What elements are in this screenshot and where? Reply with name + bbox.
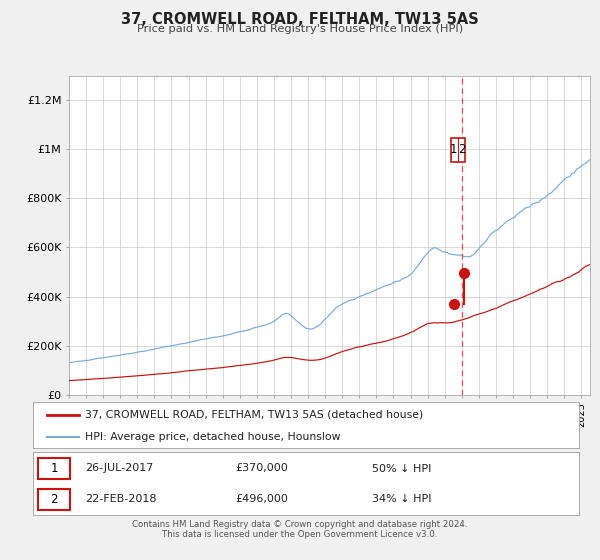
Text: 26-JUL-2017: 26-JUL-2017 [85, 464, 153, 473]
Text: 1: 1 [50, 462, 58, 475]
Text: HPI: Average price, detached house, Hounslow: HPI: Average price, detached house, Houn… [85, 432, 340, 441]
Text: £496,000: £496,000 [235, 494, 288, 504]
Text: 37, CROMWELL ROAD, FELTHAM, TW13 5AS: 37, CROMWELL ROAD, FELTHAM, TW13 5AS [121, 12, 479, 27]
Text: 37, CROMWELL ROAD, FELTHAM, TW13 5AS (detached house): 37, CROMWELL ROAD, FELTHAM, TW13 5AS (de… [85, 410, 423, 420]
Text: 2: 2 [458, 143, 466, 156]
Text: Price paid vs. HM Land Registry's House Price Index (HPI): Price paid vs. HM Land Registry's House … [137, 24, 463, 34]
FancyBboxPatch shape [451, 138, 465, 161]
Text: 50% ↓ HPI: 50% ↓ HPI [371, 464, 431, 473]
FancyBboxPatch shape [38, 458, 70, 479]
Text: 22-FEB-2018: 22-FEB-2018 [85, 494, 157, 504]
Text: 34% ↓ HPI: 34% ↓ HPI [371, 494, 431, 504]
FancyBboxPatch shape [38, 488, 70, 510]
Text: 1: 1 [450, 143, 457, 156]
Text: This data is licensed under the Open Government Licence v3.0.: This data is licensed under the Open Gov… [163, 530, 437, 539]
Text: Contains HM Land Registry data © Crown copyright and database right 2024.: Contains HM Land Registry data © Crown c… [132, 520, 468, 529]
Text: 2: 2 [50, 493, 58, 506]
Text: £370,000: £370,000 [235, 464, 288, 473]
